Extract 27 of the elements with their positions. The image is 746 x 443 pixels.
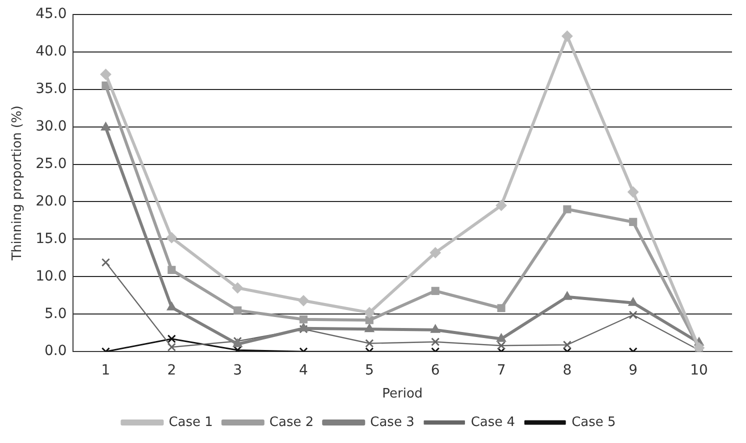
y-tick-label: 45.0: [36, 6, 67, 22]
x-tick-label: 3: [233, 362, 242, 379]
legend-label: Case 5: [572, 414, 616, 430]
x-axis-title: Period: [382, 386, 423, 402]
y-tick-label: 5.0: [44, 306, 67, 322]
y-tick-label: 30.0: [36, 118, 67, 134]
x-tick-label: 9: [628, 362, 638, 379]
y-tick-label: 10.0: [36, 268, 67, 284]
y-axis-title: Thinning proportion (%): [10, 106, 26, 262]
y-tick-label: 15.0: [36, 230, 67, 247]
y-tick-label: 25.0: [36, 156, 67, 172]
x-tick-label: 6: [430, 362, 440, 379]
x-tick-label: 10: [690, 362, 708, 379]
legend-label: Case 2: [269, 414, 314, 430]
x-tick-label: 7: [496, 362, 506, 379]
y-tick-label: 35.0: [36, 80, 67, 97]
y-tick-label: 20.0: [36, 193, 67, 210]
x-tick-label: 2: [167, 362, 176, 379]
legend-label: Case 3: [370, 414, 414, 430]
x-tick-label: 1: [101, 362, 110, 379]
y-tick-label: 0.0: [44, 343, 67, 360]
legend-label: Case 1: [168, 414, 213, 430]
x-tick-label: 8: [562, 362, 572, 379]
x-tick-label: 5: [364, 362, 374, 379]
x-tick-label: 4: [299, 362, 308, 379]
legend-label: Case 4: [470, 414, 516, 430]
y-tick-label: 40.0: [36, 44, 67, 60]
